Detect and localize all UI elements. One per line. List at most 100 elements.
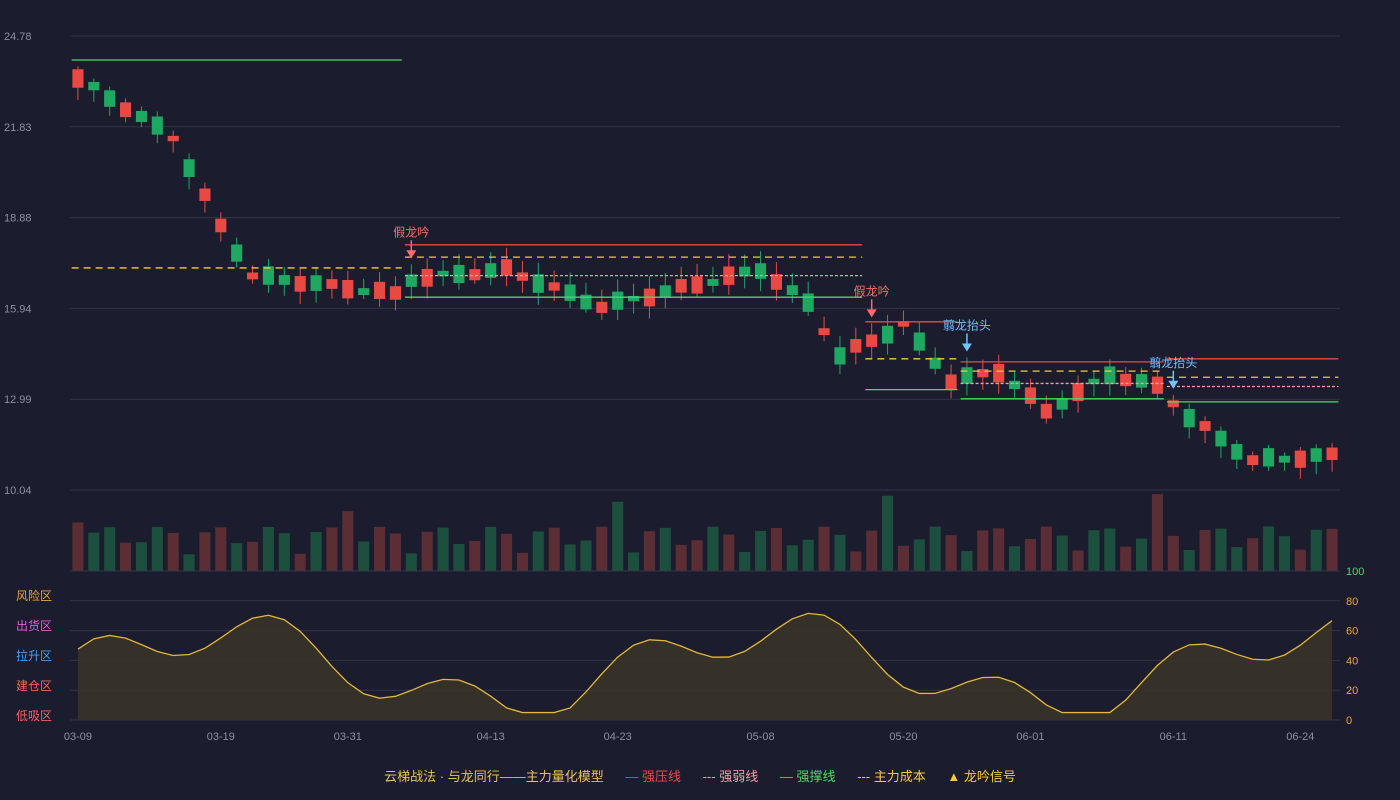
candle-body [1024, 387, 1036, 404]
date-tick-label: 06-11 [1160, 731, 1187, 743]
volume-bar [945, 535, 957, 571]
legend-title: 云梯战法 · 与龙同行——主力量化模型 [384, 769, 604, 784]
candle-body [818, 328, 830, 336]
volume-bar [659, 527, 671, 571]
candle-body [1167, 400, 1179, 408]
date-tick-label: 06-24 [1286, 731, 1314, 743]
volume-bar [199, 532, 211, 571]
candle-body [723, 266, 735, 285]
price-tick-label: 12.99 [4, 394, 32, 406]
oscillator-tick-label: 20 [1346, 685, 1358, 697]
price-tick-label: 24.78 [4, 31, 32, 43]
candle-body [374, 281, 386, 299]
candle-body [564, 284, 576, 301]
volume-bar [72, 522, 84, 571]
candle-body [628, 295, 640, 302]
volume-bar [993, 528, 1005, 571]
volume-bar [326, 527, 338, 571]
volume-bar [1183, 550, 1195, 571]
legend-weak-label: 强弱线 [719, 769, 759, 784]
candle-body [183, 159, 195, 178]
volume-bar [1072, 550, 1084, 571]
date-tick-label: 06-01 [1016, 731, 1044, 743]
candle-body [770, 274, 782, 290]
volume-bar [389, 533, 401, 571]
price-tick-label: 15.94 [4, 303, 32, 315]
candle-body [1072, 382, 1084, 402]
candle-body [993, 363, 1005, 383]
zone-label: 拉升区 [16, 648, 52, 663]
volume-bar [882, 495, 894, 571]
candle-body [469, 269, 481, 281]
volume-bar [628, 552, 640, 571]
price-tick-label: 21.83 [4, 122, 32, 134]
candle-body [913, 332, 925, 351]
candle-body [882, 325, 894, 344]
volume-bar [453, 543, 465, 571]
candle-body [294, 276, 306, 292]
candle-body [1263, 448, 1275, 467]
volume-bar [120, 542, 132, 571]
candle-body [342, 280, 354, 299]
volume-bar [977, 530, 989, 571]
volume-bar [675, 544, 687, 571]
candle-body [580, 294, 592, 310]
oscillator-tick-label: 40 [1346, 655, 1358, 667]
candle-body [72, 69, 84, 88]
candle-body [1215, 430, 1227, 447]
volume-bar [1167, 535, 1179, 571]
volume-bar [929, 526, 941, 571]
candle-body [1009, 380, 1021, 390]
zone-label: 建仓区 [16, 679, 52, 693]
candle-body [135, 110, 147, 123]
signal-label: 翦龙抬头 [1149, 355, 1197, 370]
candle-body [1040, 403, 1052, 419]
candle-body [1294, 450, 1306, 468]
legend-resist-label: 强压线 [641, 769, 681, 784]
oscillator-tick-label: 0 [1346, 715, 1352, 727]
candle-body [945, 374, 957, 390]
volume-bar [961, 550, 973, 571]
candle-body [88, 81, 100, 91]
signal-label: 假龙吟 [854, 283, 890, 298]
date-tick-label: 04-13 [477, 731, 505, 743]
price-tick-label: 10.04 [4, 485, 32, 497]
date-tick-label: 05-20 [889, 731, 917, 743]
signal-arrow-icon [866, 309, 877, 318]
volume-bar [643, 531, 655, 571]
legend-support-label: 强撑线 [796, 769, 836, 784]
candle-body [485, 263, 497, 278]
date-tick-label: 03-31 [334, 731, 362, 743]
volume-bar [1088, 530, 1100, 571]
legend-item-cost: --- 主力成本 [857, 769, 926, 784]
candle-body [231, 244, 243, 262]
volume-bar [818, 526, 830, 571]
oscillator-tick-label: 100 [1346, 566, 1364, 578]
candle-body [1247, 455, 1259, 466]
candle-body [1310, 448, 1322, 462]
candle-body [1088, 378, 1100, 385]
volume-bar [358, 541, 370, 571]
volume-bar [913, 539, 925, 571]
volume-bar [802, 539, 814, 571]
volume-bar [247, 541, 259, 571]
oscillator-tick-label: 60 [1346, 626, 1358, 638]
candle-body [659, 285, 671, 298]
volume-bar [580, 540, 592, 571]
candle-body [358, 288, 370, 295]
legend-item-resist: — 强压线 [625, 769, 681, 784]
date-tick-label: 03-09 [64, 731, 92, 743]
candle-body [389, 286, 401, 300]
signal-arrow-icon [406, 250, 417, 259]
candle-body [326, 279, 338, 289]
volume-bar [1310, 529, 1322, 571]
volume-bar [421, 531, 433, 571]
volume-bar [1040, 526, 1052, 571]
volume-bar [1199, 529, 1211, 571]
candle-body [215, 218, 227, 233]
volume-bar [786, 545, 798, 571]
volume-bar [1151, 494, 1163, 571]
candle-body [120, 102, 132, 118]
candle-body [755, 263, 767, 279]
